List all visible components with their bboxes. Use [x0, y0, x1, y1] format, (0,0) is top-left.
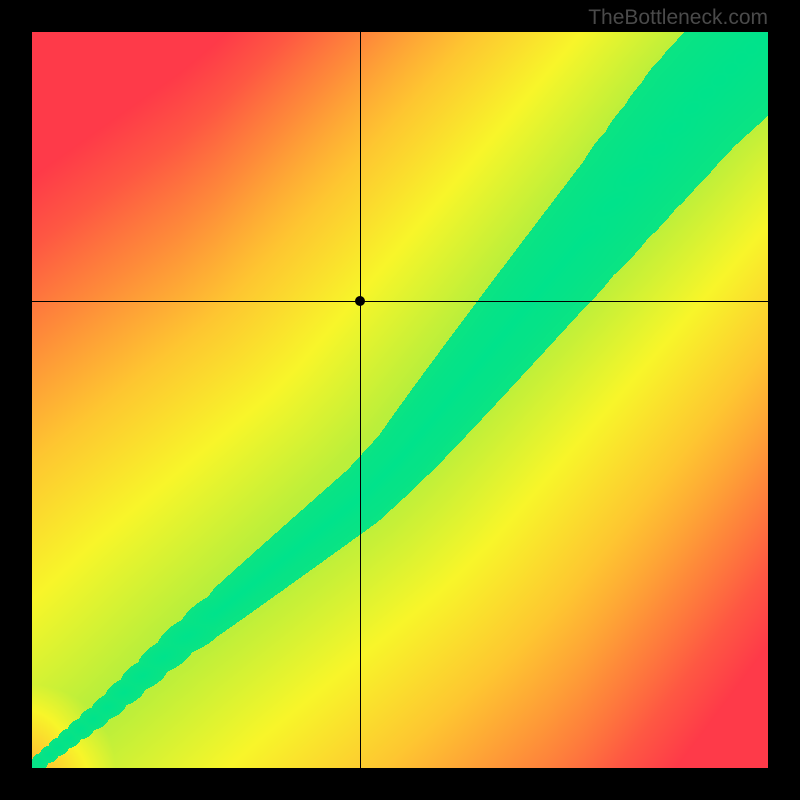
heatmap-plot — [32, 32, 768, 768]
watermark-text: TheBottleneck.com — [588, 6, 768, 30]
heatmap-canvas — [32, 32, 768, 768]
crosshair-vertical — [360, 32, 361, 768]
data-point-marker — [355, 296, 365, 306]
crosshair-horizontal — [32, 301, 768, 302]
